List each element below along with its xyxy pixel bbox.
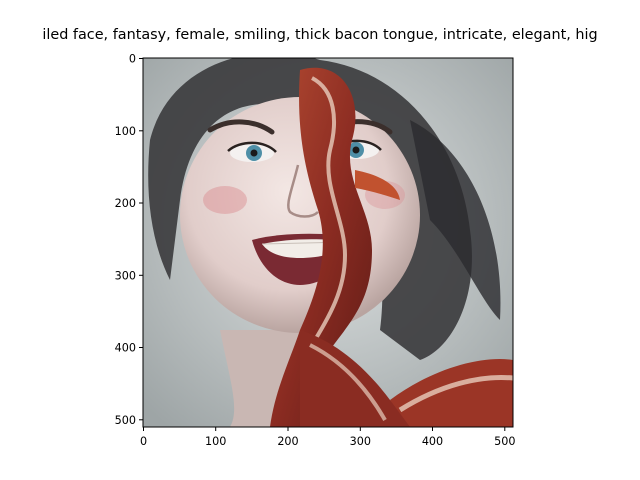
x-tick-label: 400: [422, 435, 443, 448]
axes-frame: [142, 57, 514, 428]
figure-title: iled face, fantasy, female, smiling, thi…: [42, 27, 598, 43]
y-tick-label: 300: [115, 269, 136, 282]
bacon-strip-face: [270, 67, 372, 427]
x-tick-label: 300: [350, 435, 371, 448]
left-eye: [227, 141, 277, 162]
y-tick-label: 400: [115, 342, 136, 355]
x-tick-label: 100: [205, 435, 226, 448]
y-tick-label: 200: [115, 197, 136, 210]
x-tick-label: 0: [140, 435, 147, 448]
y-tick-label: 500: [115, 414, 136, 427]
x-tick-label: 200: [277, 435, 298, 448]
portrait-image: [143, 58, 513, 427]
bacon-strip-shoulder: [300, 330, 430, 427]
y-tick-label: 0: [129, 53, 136, 66]
x-tick-label: 500: [494, 435, 515, 448]
x-axis: 0 100 200 300 400 500: [140, 427, 515, 448]
y-tick-label: 100: [115, 125, 136, 138]
y-axis: 0 100 200 300 400 500: [115, 53, 143, 427]
